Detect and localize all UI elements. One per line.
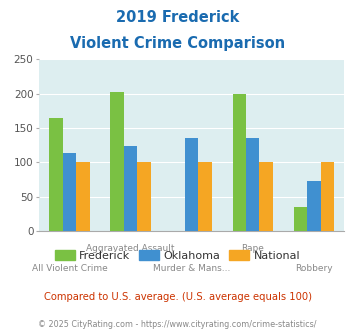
Bar bbox=[321, 162, 334, 231]
Text: 2019 Frederick: 2019 Frederick bbox=[116, 10, 239, 25]
Bar bbox=[185, 138, 198, 231]
Bar bbox=[294, 207, 307, 231]
Bar bbox=[246, 138, 260, 231]
Text: All Violent Crime: All Violent Crime bbox=[32, 264, 108, 273]
Bar bbox=[124, 146, 137, 231]
Text: Robbery: Robbery bbox=[295, 264, 333, 273]
Bar bbox=[233, 94, 246, 231]
Bar bbox=[198, 162, 212, 231]
Bar bbox=[307, 181, 321, 231]
Text: Violent Crime Comparison: Violent Crime Comparison bbox=[70, 36, 285, 51]
Text: Aggravated Assault: Aggravated Assault bbox=[86, 244, 175, 253]
Legend: Frederick, Oklahoma, National: Frederick, Oklahoma, National bbox=[50, 246, 305, 265]
Text: Compared to U.S. average. (U.S. average equals 100): Compared to U.S. average. (U.S. average … bbox=[44, 292, 311, 302]
Bar bbox=[76, 162, 90, 231]
Text: Murder & Mans...: Murder & Mans... bbox=[153, 264, 230, 273]
Bar bbox=[110, 92, 124, 231]
Bar bbox=[49, 118, 63, 231]
Bar bbox=[63, 153, 76, 231]
Bar bbox=[137, 162, 151, 231]
Text: © 2025 CityRating.com - https://www.cityrating.com/crime-statistics/: © 2025 CityRating.com - https://www.city… bbox=[38, 320, 317, 329]
Bar bbox=[260, 162, 273, 231]
Text: Rape: Rape bbox=[241, 244, 264, 253]
